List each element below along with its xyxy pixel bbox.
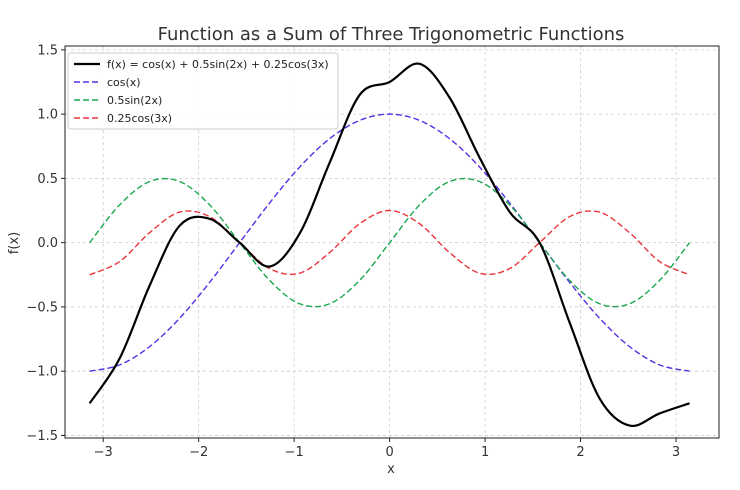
- y-tick-label: 0.0: [37, 236, 58, 251]
- x-tick-label: −1: [285, 445, 304, 460]
- y-tick-label: 1.0: [37, 108, 58, 123]
- series-f-line: [88, 62, 690, 428]
- y-tick-label: −1.5: [26, 429, 58, 444]
- legend: f(x) = cos(x) + 0.5sin(2x) + 0.25cos(3x)…: [67, 52, 339, 130]
- x-tick-label: 1: [481, 445, 489, 460]
- y-tick-label: −0.5: [26, 300, 58, 315]
- plot-area: [88, 62, 691, 428]
- chart-title: Function as a Sum of Three Trigonometric…: [158, 24, 625, 45]
- series-cos-line: [89, 113, 690, 372]
- series-sin2x-line: [89, 177, 691, 308]
- legend-box: [67, 52, 339, 130]
- x-tick-label: 3: [672, 445, 680, 460]
- y-axis-label: f(x): [7, 232, 22, 254]
- legend-label-cos: cos(x): [107, 76, 141, 89]
- legend-label-sin: 0.5sin(2x): [107, 94, 162, 107]
- x-axis-label: x: [387, 462, 395, 477]
- y-tick-label: 0.5: [37, 172, 58, 187]
- axes-frame: [64, 45, 720, 439]
- x-tick-label: 0: [385, 445, 393, 460]
- legend-label-f: f(x) = cos(x) + 0.5sin(2x) + 0.25cos(3x): [107, 58, 329, 71]
- x-tick-label: −2: [189, 445, 208, 460]
- series-cos3x-line: [89, 209, 690, 276]
- ticks: −3 −2 −1 0 1 2 3 −1.5 −1.0 −0.5 0.0 0.5 1.0 1.5: [26, 43, 680, 460]
- x-tick-label: 2: [576, 445, 584, 460]
- x-tick-label: −3: [94, 445, 113, 460]
- legend-label-cos3: 0.25cos(3x): [107, 112, 172, 125]
- y-tick-label: 1.5: [37, 43, 58, 58]
- y-tick-label: −1.0: [26, 365, 58, 380]
